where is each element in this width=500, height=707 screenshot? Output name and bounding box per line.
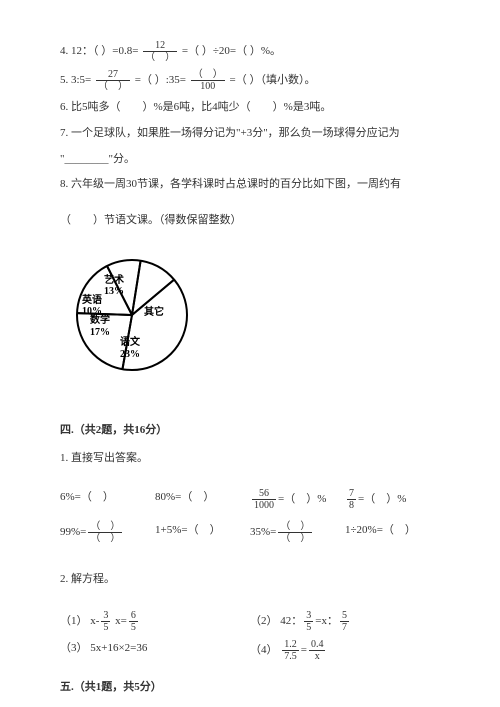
answer-cell: 80%=（ ）	[155, 488, 250, 511]
question-5: 5. 3:5= 27 （ ） =（ ）:35= （ ） 100 =（ ）（填小数…	[60, 69, 440, 92]
svg-text:13%: 13%	[104, 286, 124, 297]
question-7b: "________"分。	[60, 150, 440, 170]
answer-cell: 78=（ ）%	[345, 488, 440, 511]
pie-svg: 其它语文23%数学17%英语10%艺术13%	[60, 243, 210, 393]
q5-e: ）（填小数）。	[249, 74, 315, 86]
svg-text:其它: 其它	[144, 305, 164, 318]
q5-d: =（	[230, 74, 247, 86]
question-4: 4. 12：（ ）=0.8= 12 （ ） =（ ）÷20=（ ）%。	[60, 40, 440, 63]
sec4-sub1: 1. 直接写出答案。	[60, 449, 440, 469]
q4-c: =（	[182, 45, 199, 57]
answer-cell: 1÷20%=（ ）	[345, 521, 440, 544]
sec4-sub2: 2. 解方程。	[60, 570, 440, 590]
answer-cell: 99%=（ ）（ ）	[60, 521, 155, 544]
q4-b: ）=0.8=	[101, 45, 138, 57]
svg-text:艺术: 艺术	[104, 273, 124, 286]
svg-text:23%: 23%	[120, 349, 140, 360]
answer-cell: 35%=（ ）（ ）	[250, 521, 345, 544]
svg-text:10%: 10%	[82, 306, 102, 317]
svg-text:17%: 17%	[90, 327, 110, 338]
answer-cell: 1+5%=（ ）	[155, 521, 250, 544]
answer-cell: 561000=（ ）%	[250, 488, 345, 511]
q5-frac2: （ ） 100	[191, 69, 225, 92]
svg-text:语文: 语文	[120, 335, 141, 348]
question-8b: （ ）节语文课。（得数保留整数）	[60, 211, 440, 231]
equation-cell: （2） 42：35=x：57	[250, 610, 440, 633]
q5-b: =（	[135, 74, 152, 86]
q4-e: ）%。	[250, 45, 281, 57]
answer-cell: 6%=（ ）	[60, 488, 155, 511]
q4-frac: 12 （ ）	[143, 40, 177, 63]
answers-row-1: 6%=（ ）80%=（ ）561000=（ ）%78=（ ）%	[60, 488, 440, 511]
q4-d: ）÷20=（	[202, 45, 247, 57]
pie-chart: 其它语文23%数学17%英语10%艺术13%	[60, 243, 440, 401]
section-5-head: 五.（共1题，共5分）	[60, 678, 440, 698]
svg-text:英语: 英语	[81, 293, 102, 306]
q5-frac1: 27 （ ）	[96, 69, 130, 92]
question-6: 6. 比5吨多（ ）%是6吨，比4吨少（ ）%是3吨。	[60, 98, 440, 118]
equation-cell: （3） 5x+16×2=36	[60, 639, 250, 662]
section-4-head: 四.（共2题，共16分）	[60, 421, 440, 441]
question-7a: 7. 一个足球队，如果胜一场得分记为"+3分"，那么负一场球得分应记为	[60, 124, 440, 144]
equation-cell: （4） 1.27.5=0.4x	[250, 639, 440, 662]
q4-a: 4. 12：（	[60, 45, 99, 57]
q5-a: 5. 3:5=	[60, 74, 91, 86]
equation-cell: （1） x-35 x=65	[60, 610, 250, 633]
answers-row-2: 99%=（ ）（ ）1+5%=（ ）35%=（ ）（ ）1÷20%=（ ）	[60, 521, 440, 544]
q5-c: ）:35=	[155, 74, 186, 86]
question-8a: 8. 六年级一周30节课，各学科课时占总课时的百分比如下图，一周约有	[60, 175, 440, 195]
equations: （1） x-35 x=65（2） 42：35=x：57（3） 5x+16×2=3…	[60, 610, 440, 662]
